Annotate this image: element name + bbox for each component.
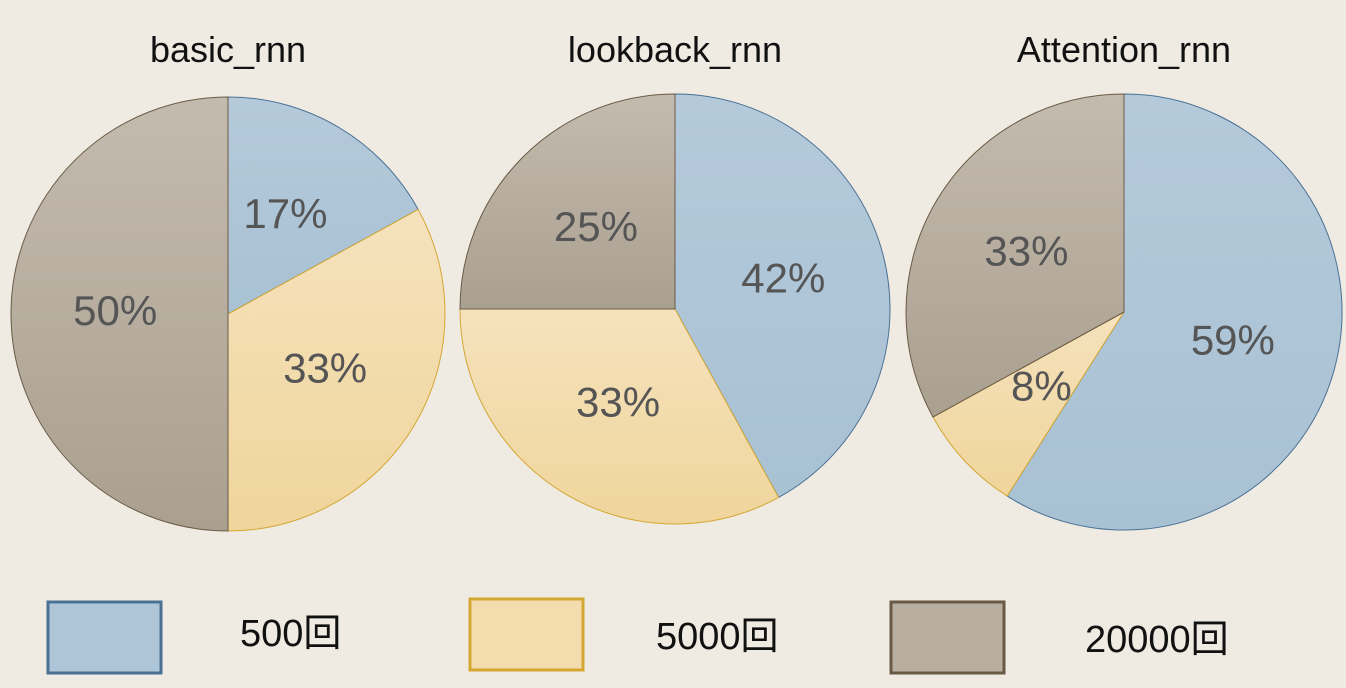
legend-label-0: 500回 xyxy=(240,613,341,655)
pie-slice-1-2 xyxy=(459,93,676,310)
pie-label-0-1: 33% xyxy=(283,345,367,392)
pie-slice-1-1 xyxy=(459,308,780,525)
pie-label-1-2: 25% xyxy=(554,203,638,250)
legend-label-1: 5000回 xyxy=(656,616,779,658)
pie-label-2-1: 8% xyxy=(1011,363,1072,410)
chart-title-2: Attention_rnn xyxy=(1017,29,1231,70)
pie-slice-1-0 xyxy=(674,93,891,499)
chart-title-0: basic_rnn xyxy=(150,29,306,70)
legend-swatch-1 xyxy=(468,597,585,672)
legend-label-2: 20000回 xyxy=(1085,619,1229,661)
legend-swatch-2 xyxy=(889,600,1006,675)
pie-label-0-0: 17% xyxy=(243,190,327,237)
pie-slice-2-1 xyxy=(932,311,1125,497)
pie-label-1-1: 33% xyxy=(576,378,660,425)
pie-label-2-0: 59% xyxy=(1191,317,1275,364)
pie-slice-2-2 xyxy=(905,93,1125,418)
pie-slice-0-2 xyxy=(10,96,229,532)
pie-slice-2-0 xyxy=(1006,93,1343,531)
legend-swatch-0 xyxy=(46,600,163,675)
pie-slice-0-0 xyxy=(227,96,419,315)
pie-label-2-2: 33% xyxy=(984,227,1068,274)
pie-slice-0-1 xyxy=(227,208,446,532)
chart-title-1: lookback_rnn xyxy=(568,29,782,70)
pie-label-0-2: 50% xyxy=(73,287,157,334)
pie-label-1-0: 42% xyxy=(741,254,825,301)
